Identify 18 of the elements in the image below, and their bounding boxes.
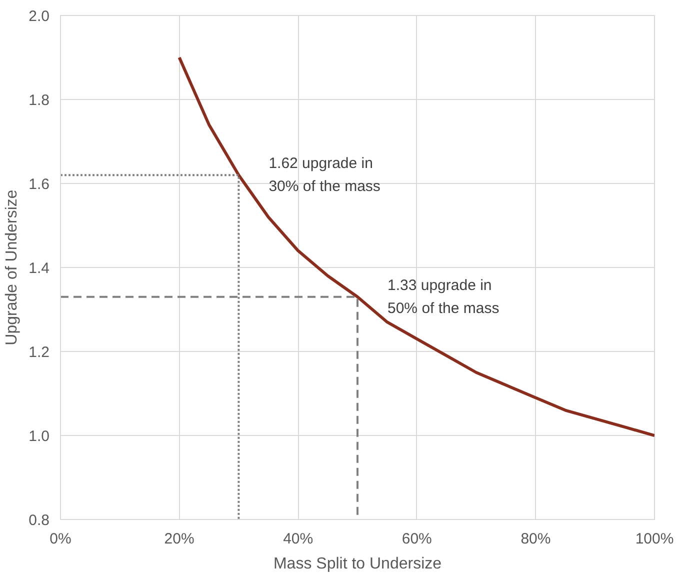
y-tick-label: 0.8 [28,512,50,529]
y-tick-label: 1.2 [28,344,50,361]
line-series [178,56,654,437]
y-tick-label: 1.0 [28,428,50,445]
x-tick-label: 0% [50,530,72,548]
x-tick-label: 60% [402,530,432,548]
y-axis-title: Upgrade of Undersize [4,190,21,346]
y-tick-label: 1.8 [28,92,50,109]
y-tick-label: 2.0 [28,8,50,25]
annotation: 1.62 upgrade in 30% of the mass [268,155,380,196]
x-tick-label: 40% [283,530,314,548]
y-tick-label: 1.6 [28,176,50,193]
x-tick-label: 100% [635,530,674,548]
x-tick-label: 20% [164,530,194,548]
x-tick-label: 80% [520,530,551,548]
x-axis-title: Mass Split to Undersize [273,556,442,572]
y-tick-label: 1.4 [28,260,50,277]
annotation: 1.33 upgrade in 50% of the mass [388,276,500,317]
